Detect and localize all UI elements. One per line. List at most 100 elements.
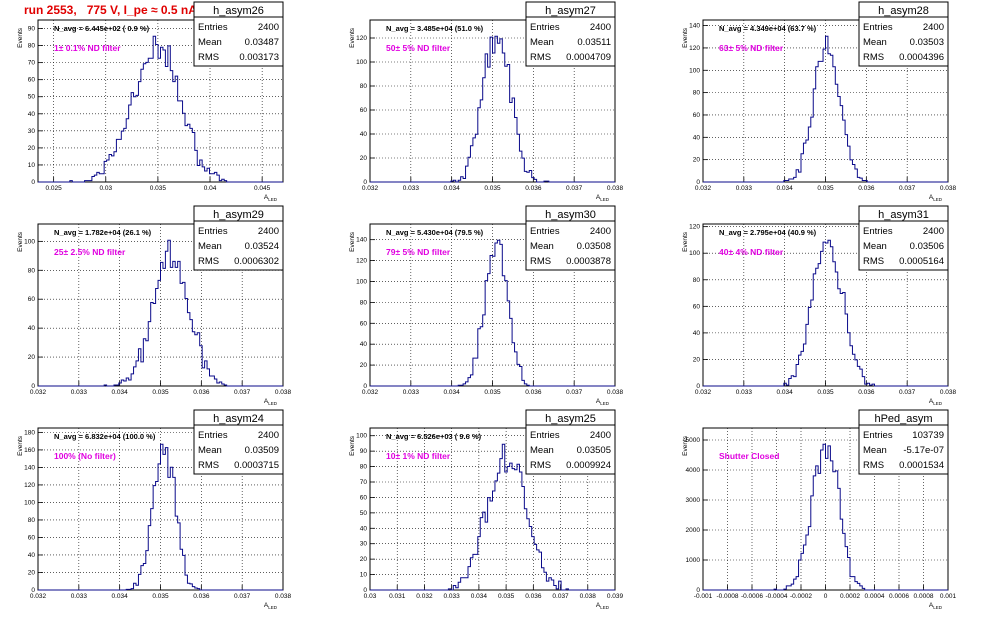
stat-value: 0.03511 xyxy=(577,37,611,48)
x-tick-label: 0.038 xyxy=(940,389,957,396)
x-tick-label: 0.035 xyxy=(152,389,169,396)
x-tick-label: 0.034 xyxy=(112,593,129,600)
y-tick-label: 50 xyxy=(360,510,368,517)
y-tick-label: 40 xyxy=(28,325,36,332)
stat-label: Entries xyxy=(530,226,560,237)
filter-annotation: 100% (No filter) xyxy=(54,451,116,461)
y-tick-label: 80 xyxy=(28,43,36,50)
y-tick-label: 100 xyxy=(24,499,35,506)
stats-box xyxy=(525,1,616,67)
x-tick-label: 0.036 xyxy=(858,185,875,192)
y-tick-label: 0 xyxy=(363,179,367,186)
x-tick-label: 0.033 xyxy=(403,389,420,396)
histogram-name: h_asym28 xyxy=(878,5,929,17)
y-tick-label: 50 xyxy=(28,94,36,101)
histogram-h_asym24: 0.032 0.033 0.034 0.035 0.036 0.037 0.038 0 20 40… xyxy=(17,409,292,610)
x-tick-label: 0.025 xyxy=(45,185,62,192)
stat-value: 2400 xyxy=(258,430,279,441)
stat-label: RMS xyxy=(530,52,551,63)
y-axis-title: Events xyxy=(682,435,689,456)
stats-box xyxy=(525,205,616,271)
y-tick-label: 0 xyxy=(31,179,35,186)
filter-annotation: 63± 5% ND filter xyxy=(719,43,784,53)
y-tick-label: 1000 xyxy=(686,557,701,564)
stat-label: Entries xyxy=(198,430,228,441)
stat-value: 0.03524 xyxy=(245,241,279,252)
stats-box xyxy=(525,409,616,475)
x-tick-label: 0.036 xyxy=(193,593,210,600)
y-tick-label: 80 xyxy=(360,83,368,90)
y-tick-label: 70 xyxy=(28,60,36,67)
y-tick-label: 160 xyxy=(24,447,35,454)
x-tick-label: 0.037 xyxy=(566,389,583,396)
y-tick-label: 100 xyxy=(689,67,700,74)
x-axis-title: ALED xyxy=(264,602,278,610)
stat-label: Mean xyxy=(530,37,554,48)
stat-value: 2400 xyxy=(590,226,611,237)
histogram-name: h_asym27 xyxy=(545,5,596,17)
y-tick-label: 10 xyxy=(360,572,368,579)
x-tick-label: 0.033 xyxy=(71,593,88,600)
histogram-line xyxy=(703,443,948,591)
y-tick-label: 140 xyxy=(24,464,35,471)
histogram-line xyxy=(370,35,615,183)
y-tick-label: 20 xyxy=(360,362,368,369)
stat-label: RMS xyxy=(863,460,884,471)
y-tick-label: 40 xyxy=(28,111,36,118)
stat-label: Mean xyxy=(863,241,887,252)
y-tick-label: 0 xyxy=(696,383,700,390)
x-tick-label: 0 xyxy=(824,593,828,600)
y-tick-label: 80 xyxy=(28,517,36,524)
x-tick-label: 0.035 xyxy=(150,185,167,192)
y-tick-label: 140 xyxy=(689,23,700,30)
x-tick-label: 0.034 xyxy=(112,389,129,396)
x-tick-label: 0.038 xyxy=(275,389,292,396)
stat-value: 0.0003715 xyxy=(234,460,279,471)
x-tick-label: 0.034 xyxy=(444,389,461,396)
stat-label: RMS xyxy=(198,460,219,471)
y-tick-label: 80 xyxy=(693,277,701,284)
stat-label: Mean xyxy=(863,37,887,48)
y-tick-label: 60 xyxy=(28,77,36,84)
stat-label: Entries xyxy=(530,430,560,441)
stat-value: 2400 xyxy=(590,22,611,33)
stat-value: 0.03487 xyxy=(245,37,279,48)
x-tick-label: 0.035 xyxy=(817,389,834,396)
histogram-line xyxy=(38,443,283,591)
histogram-name: h_asym30 xyxy=(545,209,596,221)
x-axis-title: ALED xyxy=(264,194,278,202)
x-tick-label: 0.036 xyxy=(858,389,875,396)
x-tick-label: -0.0006 xyxy=(741,593,763,600)
y-tick-label: 100 xyxy=(356,278,367,285)
y-tick-label: 80 xyxy=(360,464,368,471)
navg-label: N_avg = 4.349e+04 (63.7 %) xyxy=(719,24,817,33)
filter-annotation: 1± 0.1% ND filter xyxy=(54,43,121,53)
histogram-h_asym27: 0.032 0.033 0.034 0.035 0.036 0.037 0.038 0 20 40… xyxy=(349,1,624,202)
stat-label: RMS xyxy=(530,256,551,267)
y-tick-label: 40 xyxy=(360,131,368,138)
stat-value: 0.0003878 xyxy=(566,256,611,267)
stats-box xyxy=(193,409,284,475)
histogram-hPed_asym: -0.001 -0.0008 -0.0006 -0.0004 -0.0002 0 0.000… xyxy=(682,409,957,610)
stat-label: RMS xyxy=(863,256,884,267)
histogram-line xyxy=(38,35,283,183)
histogram-h_asym30: 0.032 0.033 0.034 0.035 0.036 0.037 0.038 0 20 40… xyxy=(349,205,624,406)
y-tick-label: 0 xyxy=(363,587,367,594)
x-tick-label: 0.035 xyxy=(817,185,834,192)
histogram-line xyxy=(370,239,615,387)
stat-label: RMS xyxy=(198,256,219,267)
y-tick-label: 20 xyxy=(28,145,36,152)
y-tick-label: 120 xyxy=(356,258,367,265)
y-tick-label: 20 xyxy=(28,354,36,361)
y-tick-label: 60 xyxy=(693,112,701,119)
y-axis-title: Events xyxy=(349,435,356,456)
x-tick-label: 0.034 xyxy=(444,185,461,192)
x-tick-label: 0.038 xyxy=(607,389,624,396)
y-axis-title: Events xyxy=(349,27,356,48)
x-tick-label: 0.039 xyxy=(607,593,624,600)
y-tick-label: 90 xyxy=(360,448,368,455)
y-tick-label: 40 xyxy=(693,134,701,141)
y-tick-label: 20 xyxy=(28,569,36,576)
histogram-line xyxy=(703,239,948,387)
x-tick-label: 0.036 xyxy=(193,389,210,396)
